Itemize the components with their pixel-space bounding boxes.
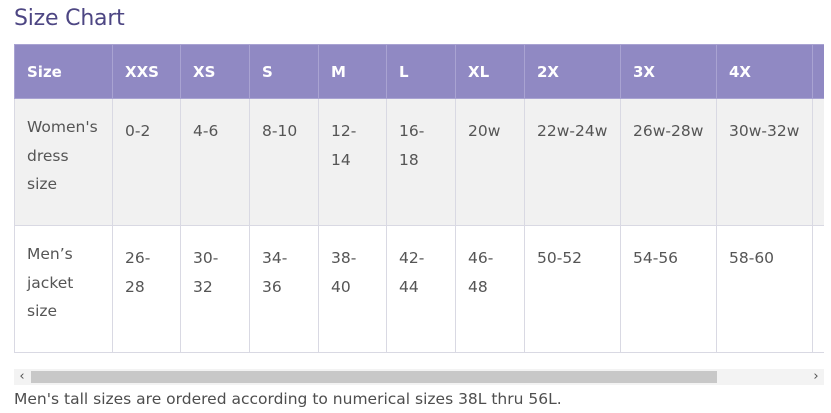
scroll-right-icon[interactable]: › [813,369,819,384]
table-cell: 26-28 [112,225,181,353]
table-cell: 22w-24w [524,98,621,226]
table-cell: 12-14 [318,98,387,226]
header-2x: 2X [524,44,621,99]
table-cell: 34-36 [249,225,319,353]
table-cell: 30w-32w [716,98,813,226]
table-cell: 0-2 [112,98,181,226]
row-label: Men’s jacket size [14,225,113,353]
row-label: Women's dress size [14,98,113,226]
header-overflow [812,44,824,99]
size-chart-table: Size XXS XS S M L XL 2X 3X 4X Women's dr… [14,44,824,353]
footnote: Men's tall sizes are ordered according t… [14,390,562,408]
page-title: Size Chart [14,6,125,31]
table-cell: 26w-28w [620,98,717,226]
table-cell: 20w [455,98,525,226]
header-s: S [249,44,319,99]
header-3x: 3X [620,44,717,99]
header-4x: 4X [716,44,813,99]
table-cell: 42-44 [386,225,456,353]
table-cell [812,98,824,226]
table-cell: 38-40 [318,225,387,353]
horizontal-scrollbar[interactable]: ‹ › [14,369,824,385]
table-cell: 8-10 [249,98,319,226]
size-table-viewport[interactable]: Size XXS XS S M L XL 2X 3X 4X Women's dr… [14,44,824,354]
table-cell: 4-6 [180,98,250,226]
table-cell: 50-52 [524,225,621,353]
scroll-left-icon[interactable]: ‹ [19,369,25,384]
table-header-row: Size XXS XS S M L XL 2X 3X 4X [14,44,824,99]
table-cell: 16-18 [386,98,456,226]
table-row-womens-dress: Women's dress size 0-2 4-6 8-10 12-14 16… [14,98,824,226]
header-xxs: XXS [112,44,181,99]
table-cell: 58-60 [716,225,813,353]
header-m: M [318,44,387,99]
table-cell: 54-56 [620,225,717,353]
table-cell: 46-48 [455,225,525,353]
table-cell [812,225,824,353]
header-l: L [386,44,456,99]
table-row-mens-jacket: Men’s jacket size 26-28 30-32 34-36 38-4… [14,225,824,353]
table-cell: 30-32 [180,225,250,353]
header-xs: XS [180,44,250,99]
header-size: Size [14,44,113,99]
scrollbar-thumb[interactable] [31,371,717,383]
header-xl: XL [455,44,525,99]
